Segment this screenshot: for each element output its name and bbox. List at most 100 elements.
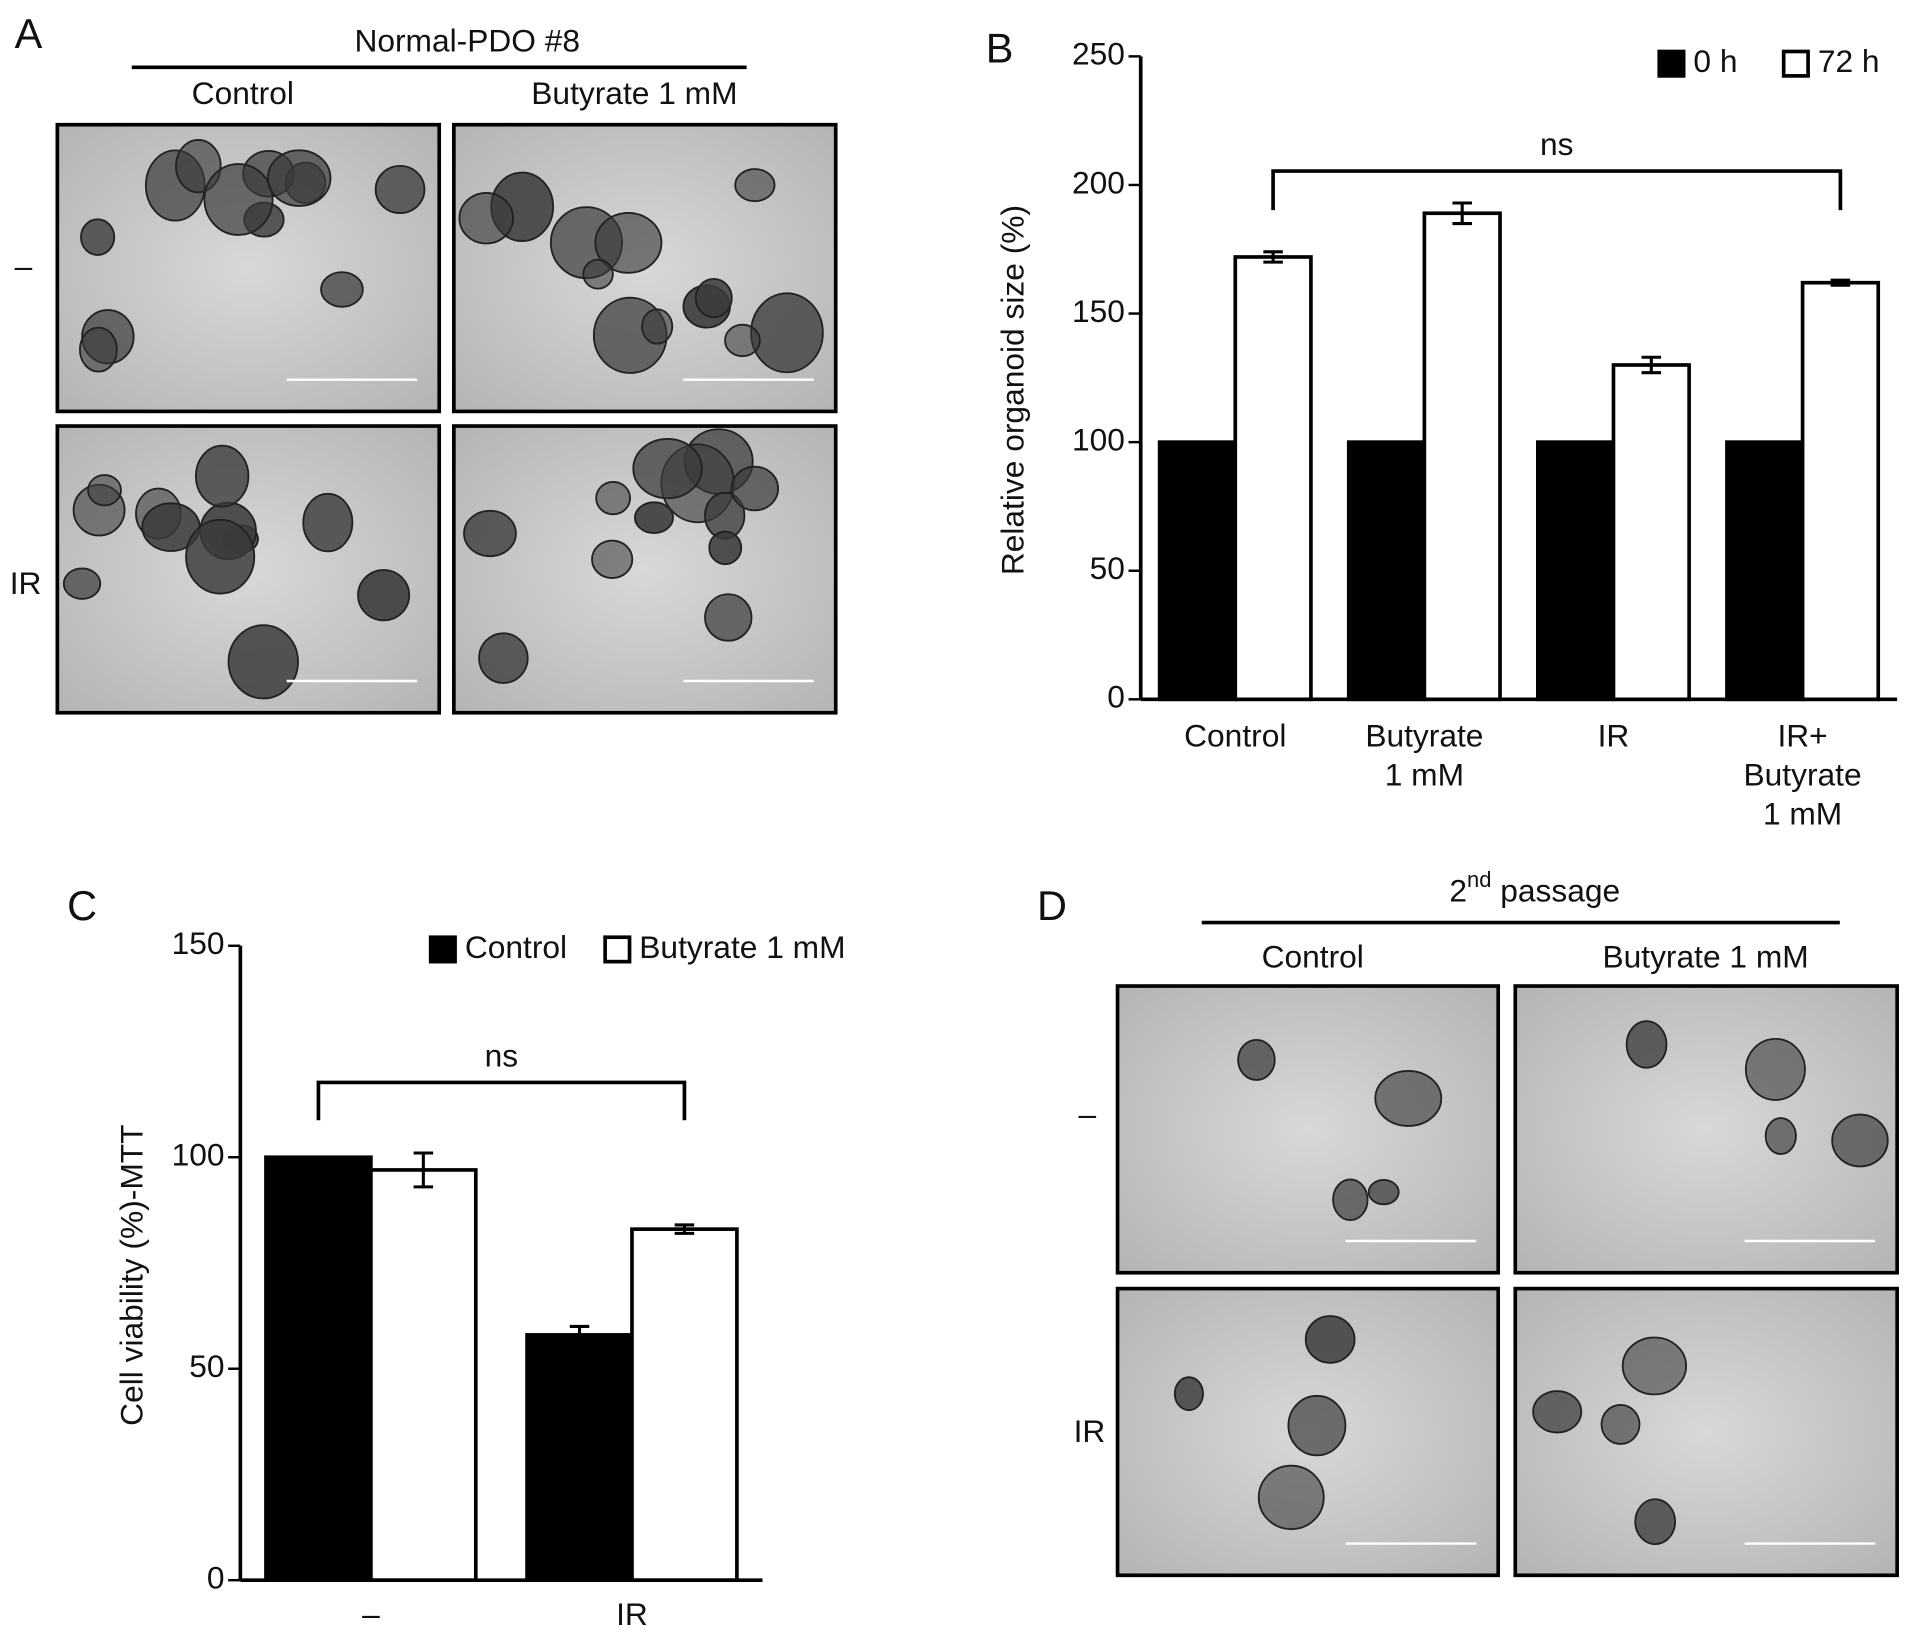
organoid — [374, 164, 426, 215]
organoid — [632, 438, 703, 500]
bar — [1800, 280, 1881, 702]
organoid — [595, 480, 631, 516]
organoid — [458, 191, 515, 245]
y-axis-label: Relative organoid size (%) — [994, 205, 1030, 575]
organoid — [591, 539, 634, 580]
row-label: IR — [1074, 1413, 1106, 1449]
y-tick-label: 100 — [1072, 422, 1125, 458]
y-tick-label: 50 — [189, 1348, 224, 1384]
organoid — [203, 163, 274, 236]
organoid — [1332, 1178, 1369, 1222]
bar — [525, 1333, 634, 1583]
organoid — [463, 509, 517, 558]
micrograph — [1513, 1286, 1899, 1578]
organoid — [704, 593, 753, 642]
error-bar — [1830, 278, 1851, 287]
significance-bracket — [1271, 169, 1843, 211]
panel-letter: A — [15, 10, 43, 57]
organoid — [1621, 1336, 1688, 1396]
x-tick-label: Control — [1184, 718, 1286, 754]
bar — [1536, 440, 1616, 702]
bar — [1422, 211, 1502, 702]
y-tick-label: 150 — [172, 925, 225, 961]
x-tick-label: IR+ Butyrate 1 mM — [1744, 718, 1862, 832]
organoid — [634, 501, 674, 534]
row-label: – — [15, 248, 33, 284]
y-tick-label: 200 — [1072, 164, 1125, 200]
panel-letter: D — [1037, 882, 1067, 929]
bar — [630, 1227, 739, 1583]
micrograph-bg — [1115, 984, 1501, 1275]
organoid — [641, 308, 674, 345]
x-tick-line: Control — [1184, 718, 1286, 754]
bar — [1346, 440, 1427, 702]
organoid — [1625, 1020, 1668, 1069]
column-label: Control — [1262, 939, 1364, 975]
organoid — [194, 444, 250, 508]
legend-label: 0 h — [1693, 43, 1737, 79]
organoid — [320, 271, 364, 308]
x-tick-label: Butyrate 1 mM — [1365, 718, 1483, 793]
significance-label: ns — [485, 1037, 519, 1073]
organoid — [582, 258, 614, 290]
micrograph — [452, 122, 838, 414]
x-tick-line: 1 mM — [1763, 796, 1842, 832]
legend-swatch — [428, 935, 457, 964]
micrograph — [1513, 984, 1899, 1275]
organoid — [62, 567, 102, 600]
x-tick-line: Butyrate — [1744, 757, 1862, 793]
organoid — [734, 168, 776, 203]
bar — [264, 1155, 373, 1583]
organoid — [594, 212, 663, 274]
legend-swatch — [1657, 49, 1686, 78]
legend-swatch — [1781, 49, 1810, 78]
micrograph-bg — [1513, 1286, 1899, 1578]
organoid — [1367, 1179, 1400, 1206]
organoid — [357, 569, 411, 622]
organoid — [1600, 1404, 1641, 1445]
organoid — [1237, 1038, 1276, 1081]
organoid — [227, 624, 299, 700]
micrograph — [55, 424, 442, 715]
organoid — [750, 292, 824, 374]
organoid — [1831, 1113, 1889, 1168]
micrograph — [55, 122, 442, 414]
y-tick-label: 0 — [1107, 679, 1125, 715]
column-label: Butyrate 1 mM — [1602, 939, 1808, 975]
panel-title: 2nd passage — [1449, 867, 1620, 909]
bar — [1725, 440, 1805, 702]
bar — [1611, 363, 1691, 702]
organoid — [1744, 1037, 1806, 1101]
organoid — [185, 518, 256, 595]
organoid — [1764, 1117, 1797, 1155]
y-axis-label: Cell viability (%)-MTT — [114, 1125, 150, 1426]
organoid — [78, 326, 118, 373]
organoid — [478, 632, 529, 684]
micrograph — [1115, 1286, 1501, 1578]
title-sup: nd — [1467, 867, 1491, 892]
organoid — [1634, 1498, 1677, 1546]
organoid — [1173, 1376, 1204, 1412]
title-part: passage — [1491, 873, 1620, 909]
x-tick-line: IR — [616, 1596, 648, 1632]
legend-swatch — [603, 935, 632, 964]
organoid — [694, 277, 733, 319]
y-tick-label: 150 — [1072, 293, 1125, 329]
significance-label: ns — [1540, 126, 1574, 162]
bar — [1233, 255, 1313, 702]
error-bar — [569, 1324, 590, 1345]
legend-label: Control — [465, 929, 567, 965]
panel-title: Normal-PDO #8 — [354, 22, 580, 58]
panel-letter: C — [67, 882, 97, 929]
significance-bracket — [316, 1080, 687, 1121]
organoid — [1287, 1394, 1347, 1457]
micrograph-bg — [1513, 984, 1899, 1275]
x-tick-label: IR — [1598, 718, 1630, 754]
x-tick-line: Butyrate — [1365, 718, 1483, 754]
organoid — [1532, 1390, 1583, 1434]
x-tick-line: IR — [1598, 718, 1630, 754]
error-bar — [1263, 250, 1283, 264]
organoid — [1374, 1069, 1443, 1127]
y-tick-label: 100 — [172, 1137, 225, 1173]
